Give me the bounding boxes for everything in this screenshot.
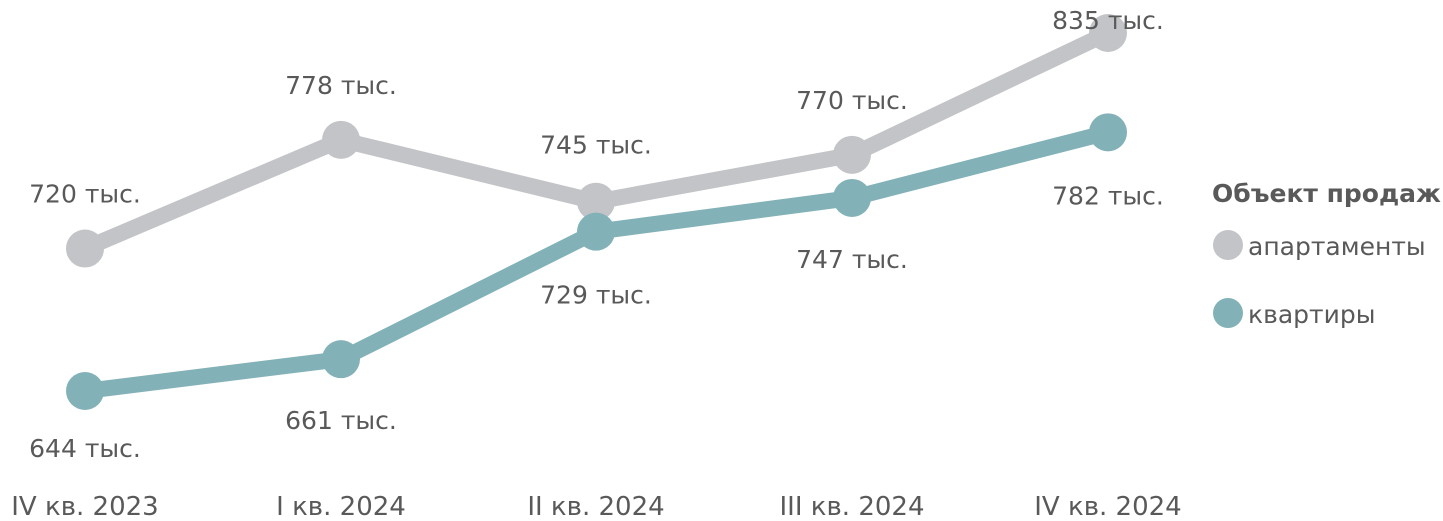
legend-title: Объект продаж [1212,179,1441,208]
data-label: 835 тыс. [1052,6,1164,35]
legend-label: квартиры [1248,300,1375,329]
legend: Объект продаж апартаменты квартиры [1212,179,1441,329]
data-label: 747 тыс. [796,245,908,274]
data-label: 661 тыс. [285,406,397,435]
data-point [577,212,615,251]
data-point [322,120,360,159]
x-tick-label: I кв. 2024 [276,492,406,521]
data-point [833,135,871,174]
x-tick-label: II кв. 2024 [527,492,664,521]
series-line-flats [77,124,1116,399]
data-label: 778 тыс. [285,71,397,100]
x-tick-label: IV кв. 2023 [11,492,158,521]
data-label: 720 тыс. [29,180,141,209]
x-tick-label: IV кв. 2024 [1034,492,1181,521]
data-point [1089,14,1127,52]
data-point [66,229,104,268]
x-tick-label: III кв. 2024 [780,492,925,521]
data-label: 729 тыс. [540,281,652,310]
data-label: 745 тыс. [540,131,652,160]
legend-marker [1213,230,1243,260]
legend-marker [1213,298,1243,328]
data-label: 782 тыс. [1052,181,1164,210]
data-label: 644 тыс. [29,434,141,463]
data-points [66,14,1127,410]
data-point [577,182,615,221]
data-point [322,340,360,379]
x-axis: IV кв. 2023 I кв. 2024 II кв. 2024 III кв. … [11,492,1181,521]
data-labels: 720 тыс. 778 тыс. 745 тыс. 770 тыс. 835 тыс.… [29,6,1164,463]
data-label: 770 тыс. [796,86,908,115]
data-point [1089,113,1127,152]
data-point [66,372,104,410]
legend-label: апартаменты [1248,232,1426,261]
data-point [833,178,871,217]
